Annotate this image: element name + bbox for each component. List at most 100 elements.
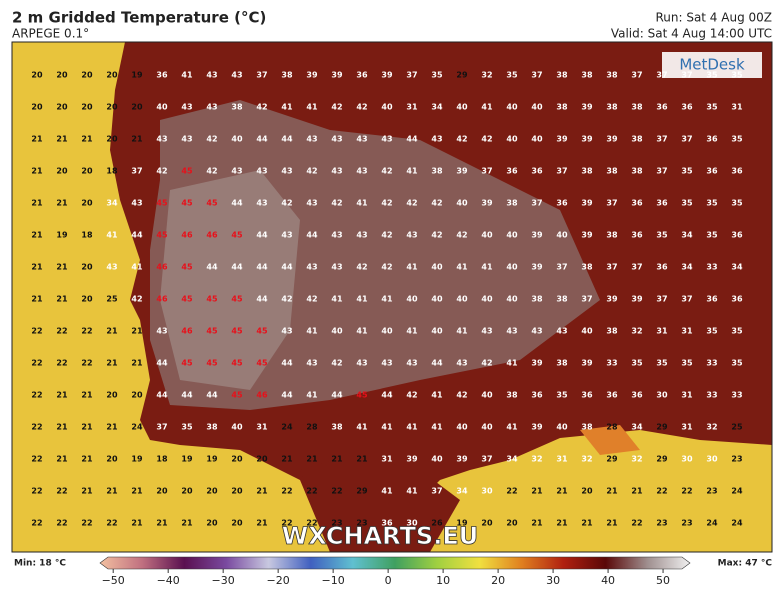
grid-value: 38: [281, 71, 293, 80]
grid-value: 28: [306, 423, 318, 432]
grid-value: 42: [281, 199, 292, 208]
grid-value: 34: [106, 199, 118, 208]
grid-value: 45: [231, 231, 243, 240]
grid-value: 43: [231, 71, 242, 80]
grid-value: 44: [206, 263, 218, 272]
grid-value: 43: [131, 199, 142, 208]
grid-value: 31: [256, 423, 268, 432]
grid-value: 41: [406, 423, 418, 432]
grid-value: 42: [456, 231, 467, 240]
grid-value: 41: [456, 263, 468, 272]
grid-value: 20: [181, 487, 193, 496]
grid-value: 39: [581, 199, 593, 208]
grid-value: 20: [81, 167, 93, 176]
grid-value: 40: [531, 103, 543, 112]
grid-value: 34: [506, 455, 518, 464]
grid-value: 38: [606, 71, 618, 80]
grid-value: 37: [156, 423, 167, 432]
grid-value: 23: [731, 455, 742, 464]
grid-value: 43: [356, 359, 367, 368]
grid-value: 20: [106, 103, 118, 112]
grid-value: 41: [331, 295, 343, 304]
grid-value: 38: [556, 103, 568, 112]
grid-value: 21: [331, 455, 343, 464]
grid-value: 45: [231, 391, 243, 400]
grid-value: 38: [631, 135, 643, 144]
grid-value: 21: [31, 263, 43, 272]
grid-value: 39: [531, 423, 543, 432]
grid-value: 39: [606, 295, 618, 304]
grid-value: 21: [81, 423, 93, 432]
grid-value: 44: [131, 231, 143, 240]
grid-value: 43: [456, 359, 467, 368]
grid-value: 43: [256, 167, 267, 176]
grid-value: 38: [581, 71, 593, 80]
grid-value: 45: [181, 167, 193, 176]
grid-value: 22: [56, 359, 67, 368]
grid-value: 21: [56, 423, 68, 432]
grid-value: 43: [531, 327, 542, 336]
grid-value: 31: [681, 391, 693, 400]
grid-value: 36: [381, 519, 393, 528]
grid-value: 38: [606, 231, 618, 240]
grid-value: 37: [256, 71, 267, 80]
grid-value: 21: [106, 327, 118, 336]
grid-value: 40: [481, 423, 493, 432]
grid-value: 22: [31, 487, 42, 496]
grid-value: 37: [606, 263, 617, 272]
grid-value: 37: [406, 71, 417, 80]
grid-value: 41: [356, 327, 368, 336]
colorbar-tick-label: 50: [656, 574, 670, 587]
grid-value: 40: [456, 423, 468, 432]
grid-value: 44: [181, 391, 193, 400]
grid-value: 43: [156, 327, 167, 336]
grid-value: 29: [656, 455, 668, 464]
grid-value: 38: [606, 103, 618, 112]
grid-value: 42: [356, 263, 367, 272]
grid-value: 31: [656, 327, 668, 336]
grid-value: 24: [281, 423, 293, 432]
grid-value: 21: [631, 487, 643, 496]
grid-value: 38: [581, 423, 593, 432]
grid-value: 21: [531, 519, 543, 528]
grid-value: 37: [531, 199, 542, 208]
grid-value: 41: [406, 487, 418, 496]
grid-value: 37: [656, 167, 667, 176]
grid-value: 46: [181, 231, 193, 240]
grid-value: 20: [106, 135, 118, 144]
colorbar-ticks: −50 −40 −30 −20 −10 0 10 20 30 40 50: [102, 569, 670, 587]
grid-value: 21: [181, 519, 193, 528]
valid: Valid: Sat 4 Aug 14:00 UTC: [611, 27, 772, 41]
grid-value: 34: [681, 231, 693, 240]
grid-value: 22: [56, 487, 67, 496]
grid-value: 38: [206, 423, 218, 432]
grid-value: 21: [81, 391, 93, 400]
grid-value: 36: [556, 199, 568, 208]
grid-value: 35: [181, 423, 193, 432]
grid-value: 21: [56, 391, 68, 400]
grid-value: 42: [206, 167, 217, 176]
grid-value: 44: [306, 231, 318, 240]
grid-value: 44: [231, 263, 243, 272]
grid-value: 21: [81, 135, 93, 144]
grid-value: 42: [156, 167, 167, 176]
watermark: WXCHARTS.EU: [282, 522, 478, 550]
grid-value: 44: [406, 135, 418, 144]
grid-value: 38: [631, 103, 643, 112]
grid-value: 21: [256, 519, 268, 528]
grid-value: 41: [356, 199, 368, 208]
grid-value: 45: [206, 327, 218, 336]
grid-value: 22: [31, 359, 42, 368]
grid-value: 23: [331, 519, 342, 528]
grid-value: 21: [106, 423, 118, 432]
grid-value: 43: [206, 71, 217, 80]
grid-value: 44: [156, 391, 168, 400]
grid-value: 41: [431, 423, 443, 432]
grid-value: 43: [181, 135, 192, 144]
grid-value: 25: [731, 423, 743, 432]
grid-value: 21: [56, 455, 68, 464]
grid-value: 24: [731, 487, 743, 496]
grid-value: 36: [156, 71, 168, 80]
grid-value: 23: [681, 519, 692, 528]
